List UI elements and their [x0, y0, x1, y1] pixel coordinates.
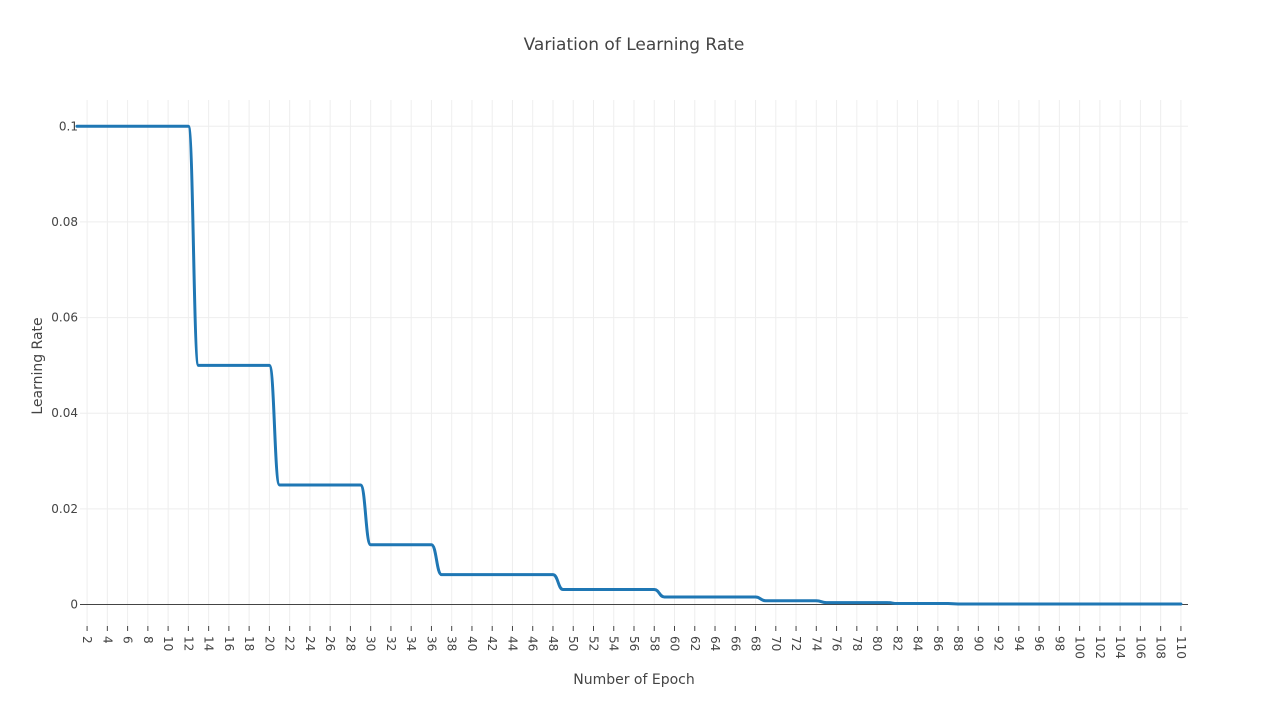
x-tick-label: 72 — [789, 636, 803, 651]
x-tick-label: 50 — [566, 636, 580, 651]
x-tick-label: 54 — [607, 636, 621, 651]
x-tick-label: 106 — [1133, 636, 1147, 659]
x-tick-label: 40 — [465, 636, 479, 651]
x-tick-label: 62 — [688, 636, 702, 651]
x-tick-label: 96 — [1032, 636, 1046, 651]
x-tick-label: 2 — [80, 636, 94, 644]
chart-title: Variation of Learning Rate — [524, 35, 745, 55]
x-tick-label: 86 — [931, 636, 945, 651]
x-tick-label: 104 — [1113, 636, 1127, 659]
y-tick-label: 0.04 — [51, 406, 78, 420]
x-tick-label: 10 — [161, 636, 175, 651]
x-tick-label: 82 — [890, 636, 904, 651]
x-tick-label: 60 — [668, 636, 682, 651]
x-tick-label: 68 — [749, 636, 763, 651]
x-axis-ticks: 2 4 6 8 10 12 14 16 18 20 22 24 26 28 30 32 34 36 38 40 42 44… — [80, 626, 1188, 659]
y-tick-label: 0.1 — [59, 119, 78, 133]
x-tick-label: 42 — [485, 636, 499, 651]
x-tick-label: 8 — [141, 636, 155, 644]
x-tick-label: 56 — [627, 636, 641, 651]
y-axis-ticks: 0 0.02 0.04 0.06 0.08 0.1 — [51, 119, 78, 611]
x-tick-label: 64 — [708, 636, 722, 651]
y-tick-label: 0 — [70, 597, 78, 611]
x-tick-label: 20 — [262, 636, 276, 651]
x-tick-label: 26 — [323, 636, 337, 651]
x-tick-label: 92 — [992, 636, 1006, 651]
y-tick-label: 0.02 — [51, 502, 78, 516]
x-axis-title: Number of Epoch — [573, 672, 695, 688]
x-tick-label: 12 — [181, 636, 195, 651]
y-gridlines — [80, 125, 1188, 510]
x-tick-label: 48 — [546, 636, 560, 651]
y-axis-title: Learning Rate — [30, 317, 46, 414]
x-tick-label: 24 — [303, 636, 317, 651]
x-tick-label: 110 — [1174, 636, 1188, 659]
x-tick-label: 90 — [971, 636, 985, 651]
x-tick-label: 94 — [1012, 636, 1026, 651]
x-tick-label: 80 — [870, 636, 884, 651]
x-tick-label: 18 — [242, 636, 256, 651]
x-tick-label: 84 — [911, 636, 925, 651]
x-tick-label: 66 — [728, 636, 742, 651]
x-tick-label: 100 — [1073, 636, 1087, 659]
x-tick-label: 34 — [404, 636, 418, 651]
x-tick-label: 30 — [364, 636, 378, 651]
x-tick-label: 98 — [1052, 636, 1066, 651]
x-tick-label: 74 — [809, 636, 823, 651]
learning-rate-series-line — [75, 124, 1183, 606]
y-tick-label: 0.08 — [51, 215, 78, 229]
x-tick-label: 108 — [1154, 636, 1168, 659]
x-tick-label: 46 — [526, 636, 540, 651]
x-tick-label: 70 — [769, 636, 783, 651]
x-tick-label: 58 — [647, 636, 661, 651]
x-tick-label: 78 — [850, 636, 864, 651]
x-tick-label: 52 — [586, 636, 600, 651]
y-tick-label: 0.06 — [51, 311, 78, 325]
x-tick-label: 14 — [202, 636, 216, 651]
x-tick-label: 32 — [384, 636, 398, 651]
x-gridlines — [86, 100, 1182, 626]
x-tick-label: 44 — [505, 636, 519, 651]
x-tick-label: 38 — [445, 636, 459, 651]
x-tick-label: 28 — [343, 636, 357, 651]
x-tick-label: 22 — [283, 636, 297, 651]
x-tick-label: 88 — [951, 636, 965, 651]
x-tick-label: 76 — [830, 636, 844, 651]
x-tick-label: 16 — [222, 636, 236, 651]
x-tick-label: 36 — [424, 636, 438, 651]
x-tick-label: 4 — [100, 636, 114, 644]
x-tick-label: 6 — [121, 636, 135, 644]
x-tick-label: 102 — [1093, 636, 1107, 659]
